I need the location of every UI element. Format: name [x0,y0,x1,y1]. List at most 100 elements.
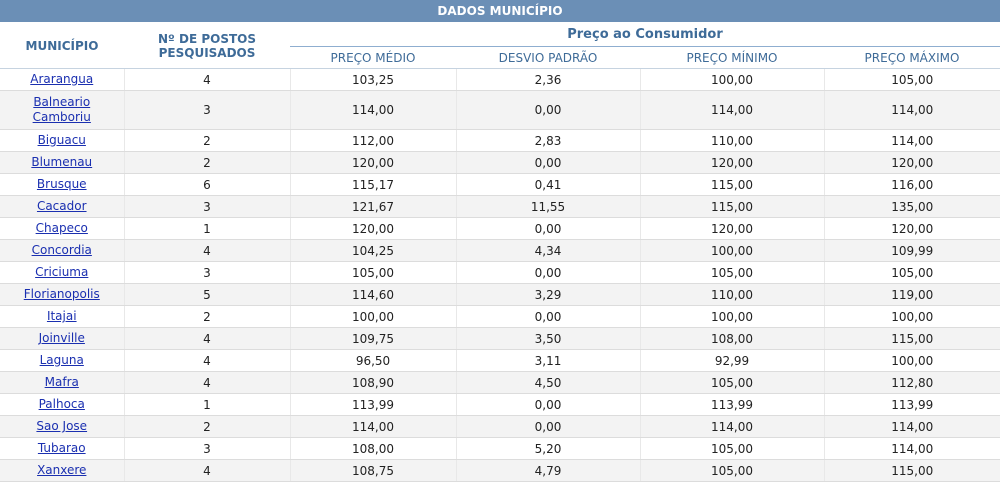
cell-preco-medio: 105,00 [290,261,457,284]
cell-postos: 1 [124,217,291,240]
cell-preco-maximo: 114,00 [824,437,1000,460]
cell-municipio: Concordia [0,239,125,262]
municipio-link[interactable]: Cacador [36,199,87,213]
cell-preco-medio: 96,50 [290,349,457,372]
cell-preco-medio: 112,00 [290,129,457,152]
cell-desvio-padrao: 0,00 [456,261,641,284]
cell-municipio: Ararangua [0,68,125,91]
table-title: DADOS MUNICÍPIO [0,0,1000,23]
cell-municipio: Itajai [0,305,125,328]
cell-desvio-padrao: 5,20 [456,437,641,460]
municipio-link[interactable]: Joinville [38,331,85,345]
cell-preco-maximo: 113,99 [824,393,1000,416]
cell-preco-maximo: 115,00 [824,327,1000,350]
header-desvio-padrao: DESVIO PADRÃO [456,46,640,69]
cell-preco-minimo: 100,00 [640,239,825,262]
cell-preco-maximo: 114,00 [824,90,1000,130]
cell-preco-minimo: 115,00 [640,173,825,196]
cell-preco-maximo: 100,00 [824,349,1000,372]
cell-desvio-padrao: 0,00 [456,393,641,416]
cell-desvio-padrao: 0,00 [456,90,641,130]
municipio-link[interactable]: Brusque [36,177,87,191]
cell-municipio: Xanxere [0,459,125,482]
cell-preco-minimo: 110,00 [640,129,825,152]
municipio-link[interactable]: Palhoca [38,397,85,411]
cell-postos: 2 [124,415,291,438]
table-row: Cacador 3 121,67 11,55 115,00 135,00 [0,195,1000,218]
cell-postos: 4 [124,459,291,482]
cell-preco-medio: 120,00 [290,217,457,240]
cell-preco-maximo: 120,00 [824,151,1000,174]
cell-preco-minimo: 105,00 [640,261,825,284]
cell-preco-minimo: 113,99 [640,393,825,416]
cell-postos: 4 [124,327,291,350]
header-preco-maximo: PREÇO MÁXIMO [824,46,1000,69]
municipio-link[interactable]: Chapeco [35,221,88,235]
cell-desvio-padrao: 0,00 [456,217,641,240]
cell-preco-maximo: 116,00 [824,173,1000,196]
cell-postos: 4 [124,68,291,91]
cell-postos: 4 [124,239,291,262]
table-row: Joinville 4 109,75 3,50 108,00 115,00 [0,327,1000,350]
cell-postos: 2 [124,305,291,328]
municipio-link[interactable]: Blumenau [31,155,93,169]
header-municipio: MUNICÍPIO [0,22,124,69]
cell-postos: 3 [124,437,291,460]
cell-desvio-padrao: 11,55 [456,195,641,218]
municipio-link[interactable]: Itajai [46,309,77,323]
table-row: Itajai 2 100,00 0,00 100,00 100,00 [0,305,1000,328]
cell-municipio: Sao Jose [0,415,125,438]
header-preco-medio: PREÇO MÉDIO [290,46,456,69]
municipio-link[interactable]: Florianopolis [23,287,100,301]
municipio-link[interactable]: Laguna [39,353,84,367]
municipio-link[interactable]: Xanxere [37,463,87,477]
cell-preco-medio: 108,75 [290,459,457,482]
table-row: Tubarao 3 108,00 5,20 105,00 114,00 [0,437,1000,460]
cell-preco-minimo: 92,99 [640,349,825,372]
cell-municipio: Blumenau [0,151,125,174]
municipio-link[interactable]: Concordia [31,243,92,257]
cell-desvio-padrao: 2,83 [456,129,641,152]
header-postos-line1: Nº DE POSTOS [158,31,256,46]
municipio-link[interactable]: Ararangua [30,72,94,86]
cell-municipio: Chapeco [0,217,125,240]
header-preco-consumidor: Preço ao Consumidor [290,22,1000,47]
cell-desvio-padrao: 2,36 [456,68,641,91]
cell-postos: 3 [124,261,291,284]
cell-desvio-padrao: 4,34 [456,239,641,262]
municipio-link[interactable]: Tubarao [37,441,86,455]
cell-municipio: Criciuma [0,261,125,284]
municipio-link[interactable]: Mafra [44,375,79,389]
table-row: Sao Jose 2 114,00 0,00 114,00 114,00 [0,415,1000,438]
header-preco-minimo: PREÇO MÍNIMO [640,46,824,69]
cell-desvio-padrao: 3,50 [456,327,641,350]
cell-preco-medio: 108,00 [290,437,457,460]
table-row: Concordia 4 104,25 4,34 100,00 109,99 [0,239,1000,262]
cell-preco-medio: 103,25 [290,68,457,91]
cell-municipio: Florianopolis [0,283,125,306]
header-postos-line2: PESQUISADOS [158,45,256,60]
cell-desvio-padrao: 0,00 [456,305,641,328]
cell-preco-minimo: 105,00 [640,459,825,482]
header-postos: Nº DE POSTOS PESQUISADOS [124,22,290,69]
cell-preco-minimo: 114,00 [640,415,825,438]
cell-municipio: Tubarao [0,437,125,460]
cell-municipio: Brusque [0,173,125,196]
cell-preco-maximo: 109,99 [824,239,1000,262]
cell-preco-medio: 100,00 [290,305,457,328]
municipio-link[interactable]: Biguacu [37,133,86,147]
cell-preco-maximo: 112,80 [824,371,1000,394]
cell-postos: 4 [124,371,291,394]
cell-preco-maximo: 100,00 [824,305,1000,328]
cell-municipio: Mafra [0,371,125,394]
table-body: Ararangua 4 103,25 2,36 100,00 105,00 Balneari… [0,68,1000,482]
cell-preco-medio: 108,90 [290,371,457,394]
cell-preco-maximo: 105,00 [824,68,1000,91]
municipio-link[interactable]: Balneario Camboriu [32,95,91,124]
cell-preco-minimo: 115,00 [640,195,825,218]
cell-preco-minimo: 100,00 [640,68,825,91]
municipio-link[interactable]: Criciuma [35,265,89,279]
municipio-link[interactable]: Sao Jose [36,419,88,433]
cell-municipio: Joinville [0,327,125,350]
cell-preco-maximo: 114,00 [824,129,1000,152]
